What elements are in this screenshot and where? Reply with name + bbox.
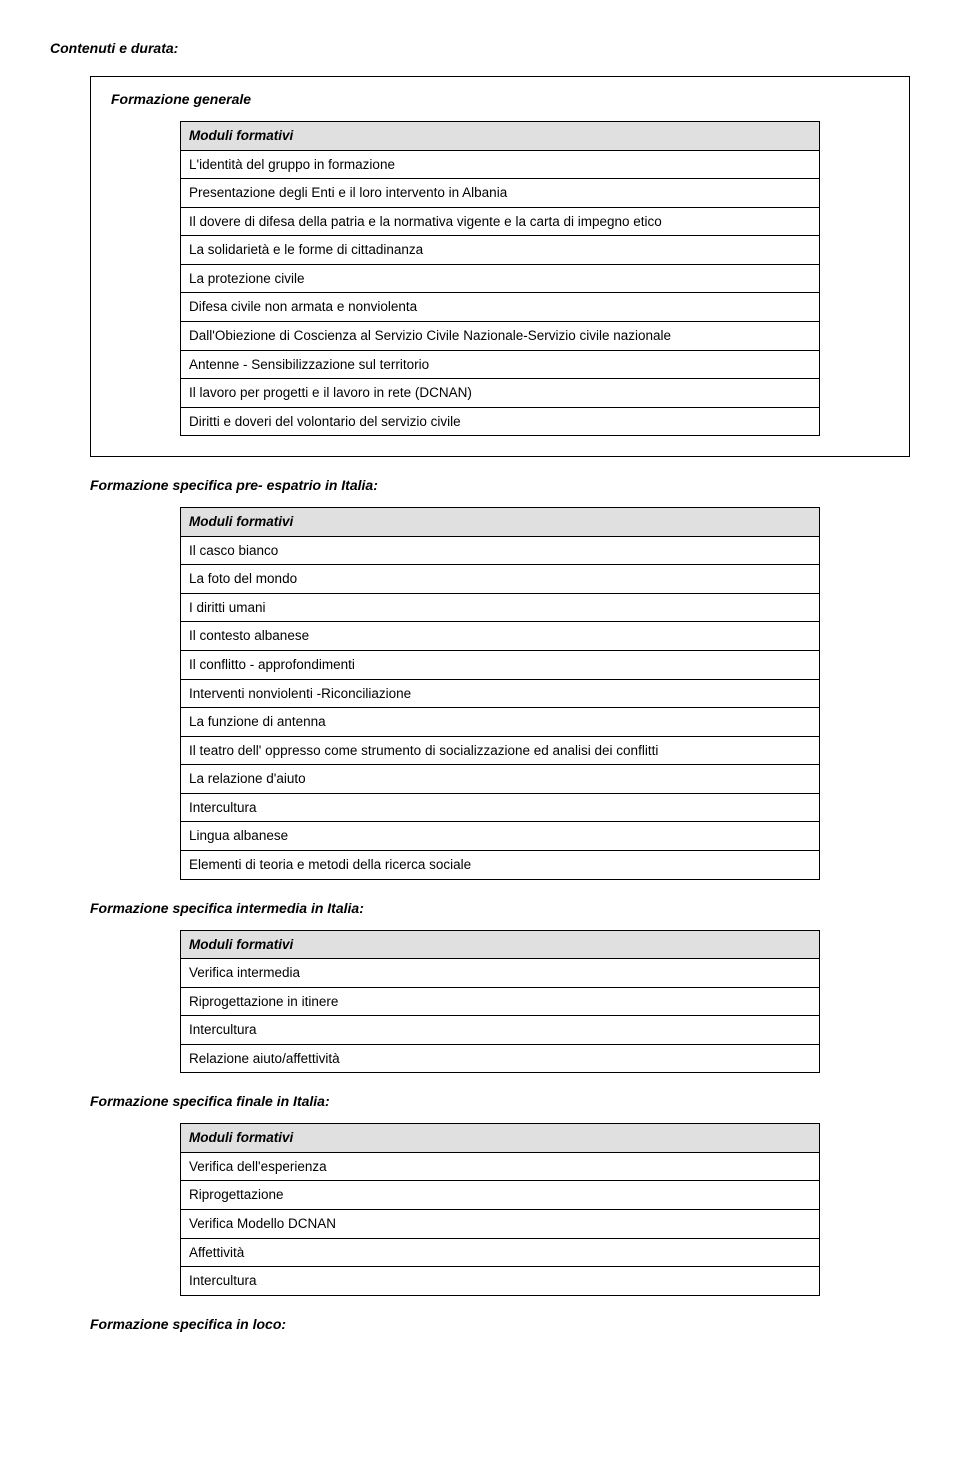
module-header: Moduli formativi [181,122,820,151]
table-row: Il teatro dell' oppresso come strumento … [181,736,820,765]
table-row: Il lavoro per progetti e il lavoro in re… [181,379,820,408]
finale-title: Formazione specifica finale in Italia: [90,1093,910,1109]
table-row: L'identità del gruppo in formazione [181,150,820,179]
table-row: La relazione d'aiuto [181,765,820,794]
table-row: La funzione di antenna [181,708,820,737]
table-row: Intercultura [181,1016,820,1045]
table-header-row: Moduli formativi [181,1124,820,1153]
table-row: Interventi nonviolenti -Riconciliazione [181,679,820,708]
cell: Il contesto albanese [181,622,820,651]
table-row: Il contesto albanese [181,622,820,651]
cell: Affettività [181,1238,820,1267]
table-row: Affettività [181,1238,820,1267]
cell: Intercultura [181,1267,820,1296]
table-row: Lingua albanese [181,822,820,851]
cell: Lingua albanese [181,822,820,851]
finale-table: Moduli formativi Verifica dell'esperienz… [180,1123,820,1295]
table-header-row: Moduli formativi [181,930,820,959]
table-header-row: Moduli formativi [181,508,820,537]
intermedia-table: Moduli formativi Verifica intermedia Rip… [180,930,820,1074]
table-row: Antenne - Sensibilizzazione sul territor… [181,350,820,379]
table-row: La protezione civile [181,264,820,293]
table-row: Presentazione degli Enti e il loro inter… [181,179,820,208]
cell: Relazione aiuto/affettività [181,1044,820,1073]
cell: Il teatro dell' oppresso come strumento … [181,736,820,765]
table-row: La foto del mondo [181,565,820,594]
cell: La protezione civile [181,264,820,293]
table-header-row: Moduli formativi [181,122,820,151]
cell: La funzione di antenna [181,708,820,737]
cell: Interventi nonviolenti -Riconciliazione [181,679,820,708]
table-row: Relazione aiuto/affettività [181,1044,820,1073]
cell: Diritti e doveri del volontario del serv… [181,407,820,436]
table-row: Riprogettazione in itinere [181,987,820,1016]
table-row: Difesa civile non armata e nonviolenta [181,293,820,322]
generale-table: Moduli formativi L'identità del gruppo i… [180,121,820,436]
pre-espatrio-table: Moduli formativi Il casco bianco La foto… [180,507,820,879]
cell: Riprogettazione [181,1181,820,1210]
table-row: I diritti umani [181,593,820,622]
pre-espatrio-title: Formazione specifica pre- espatrio in It… [90,477,910,493]
table-row: Il conflitto - approfondimenti [181,651,820,680]
table-row: Elementi di teoria e metodi della ricerc… [181,850,820,879]
intermedia-title: Formazione specifica intermedia in Itali… [90,900,910,916]
generale-title: Formazione generale [111,91,889,107]
cell: Il lavoro per progetti e il lavoro in re… [181,379,820,408]
cell: Verifica intermedia [181,959,820,988]
cell: Difesa civile non armata e nonviolenta [181,293,820,322]
cell: Il conflitto - approfondimenti [181,651,820,680]
table-row: Il casco bianco [181,536,820,565]
cell: La foto del mondo [181,565,820,594]
cell: L'identità del gruppo in formazione [181,150,820,179]
table-row: Verifica intermedia [181,959,820,988]
module-header: Moduli formativi [181,1124,820,1153]
module-header: Moduli formativi [181,930,820,959]
cell: La relazione d'aiuto [181,765,820,794]
table-row: Riprogettazione [181,1181,820,1210]
table-row: Intercultura [181,1267,820,1296]
module-header: Moduli formativi [181,508,820,537]
cell: Verifica dell'esperienza [181,1152,820,1181]
table-row: Dall'Obiezione di Coscienza al Servizio … [181,321,820,350]
cell: Riprogettazione in itinere [181,987,820,1016]
table-row: Diritti e doveri del volontario del serv… [181,407,820,436]
cell: Elementi di teoria e metodi della ricerc… [181,850,820,879]
table-row: Intercultura [181,793,820,822]
table-row: Verifica Modello DCNAN [181,1210,820,1239]
cell: Il casco bianco [181,536,820,565]
table-row: La solidarietà e le forme di cittadinanz… [181,236,820,265]
table-row: Il dovere di difesa della patria e la no… [181,207,820,236]
cell: I diritti umani [181,593,820,622]
in-loco-title: Formazione specifica in loco: [90,1316,910,1332]
cell: Antenne - Sensibilizzazione sul territor… [181,350,820,379]
generale-box: Formazione generale Moduli formativi L'i… [90,76,910,457]
cell: La solidarietà e le forme di cittadinanz… [181,236,820,265]
page-title: Contenuti e durata: [50,40,910,56]
cell: Intercultura [181,1016,820,1045]
cell: Verifica Modello DCNAN [181,1210,820,1239]
cell: Intercultura [181,793,820,822]
cell: Presentazione degli Enti e il loro inter… [181,179,820,208]
cell: Dall'Obiezione di Coscienza al Servizio … [181,321,820,350]
table-row: Verifica dell'esperienza [181,1152,820,1181]
cell: Il dovere di difesa della patria e la no… [181,207,820,236]
